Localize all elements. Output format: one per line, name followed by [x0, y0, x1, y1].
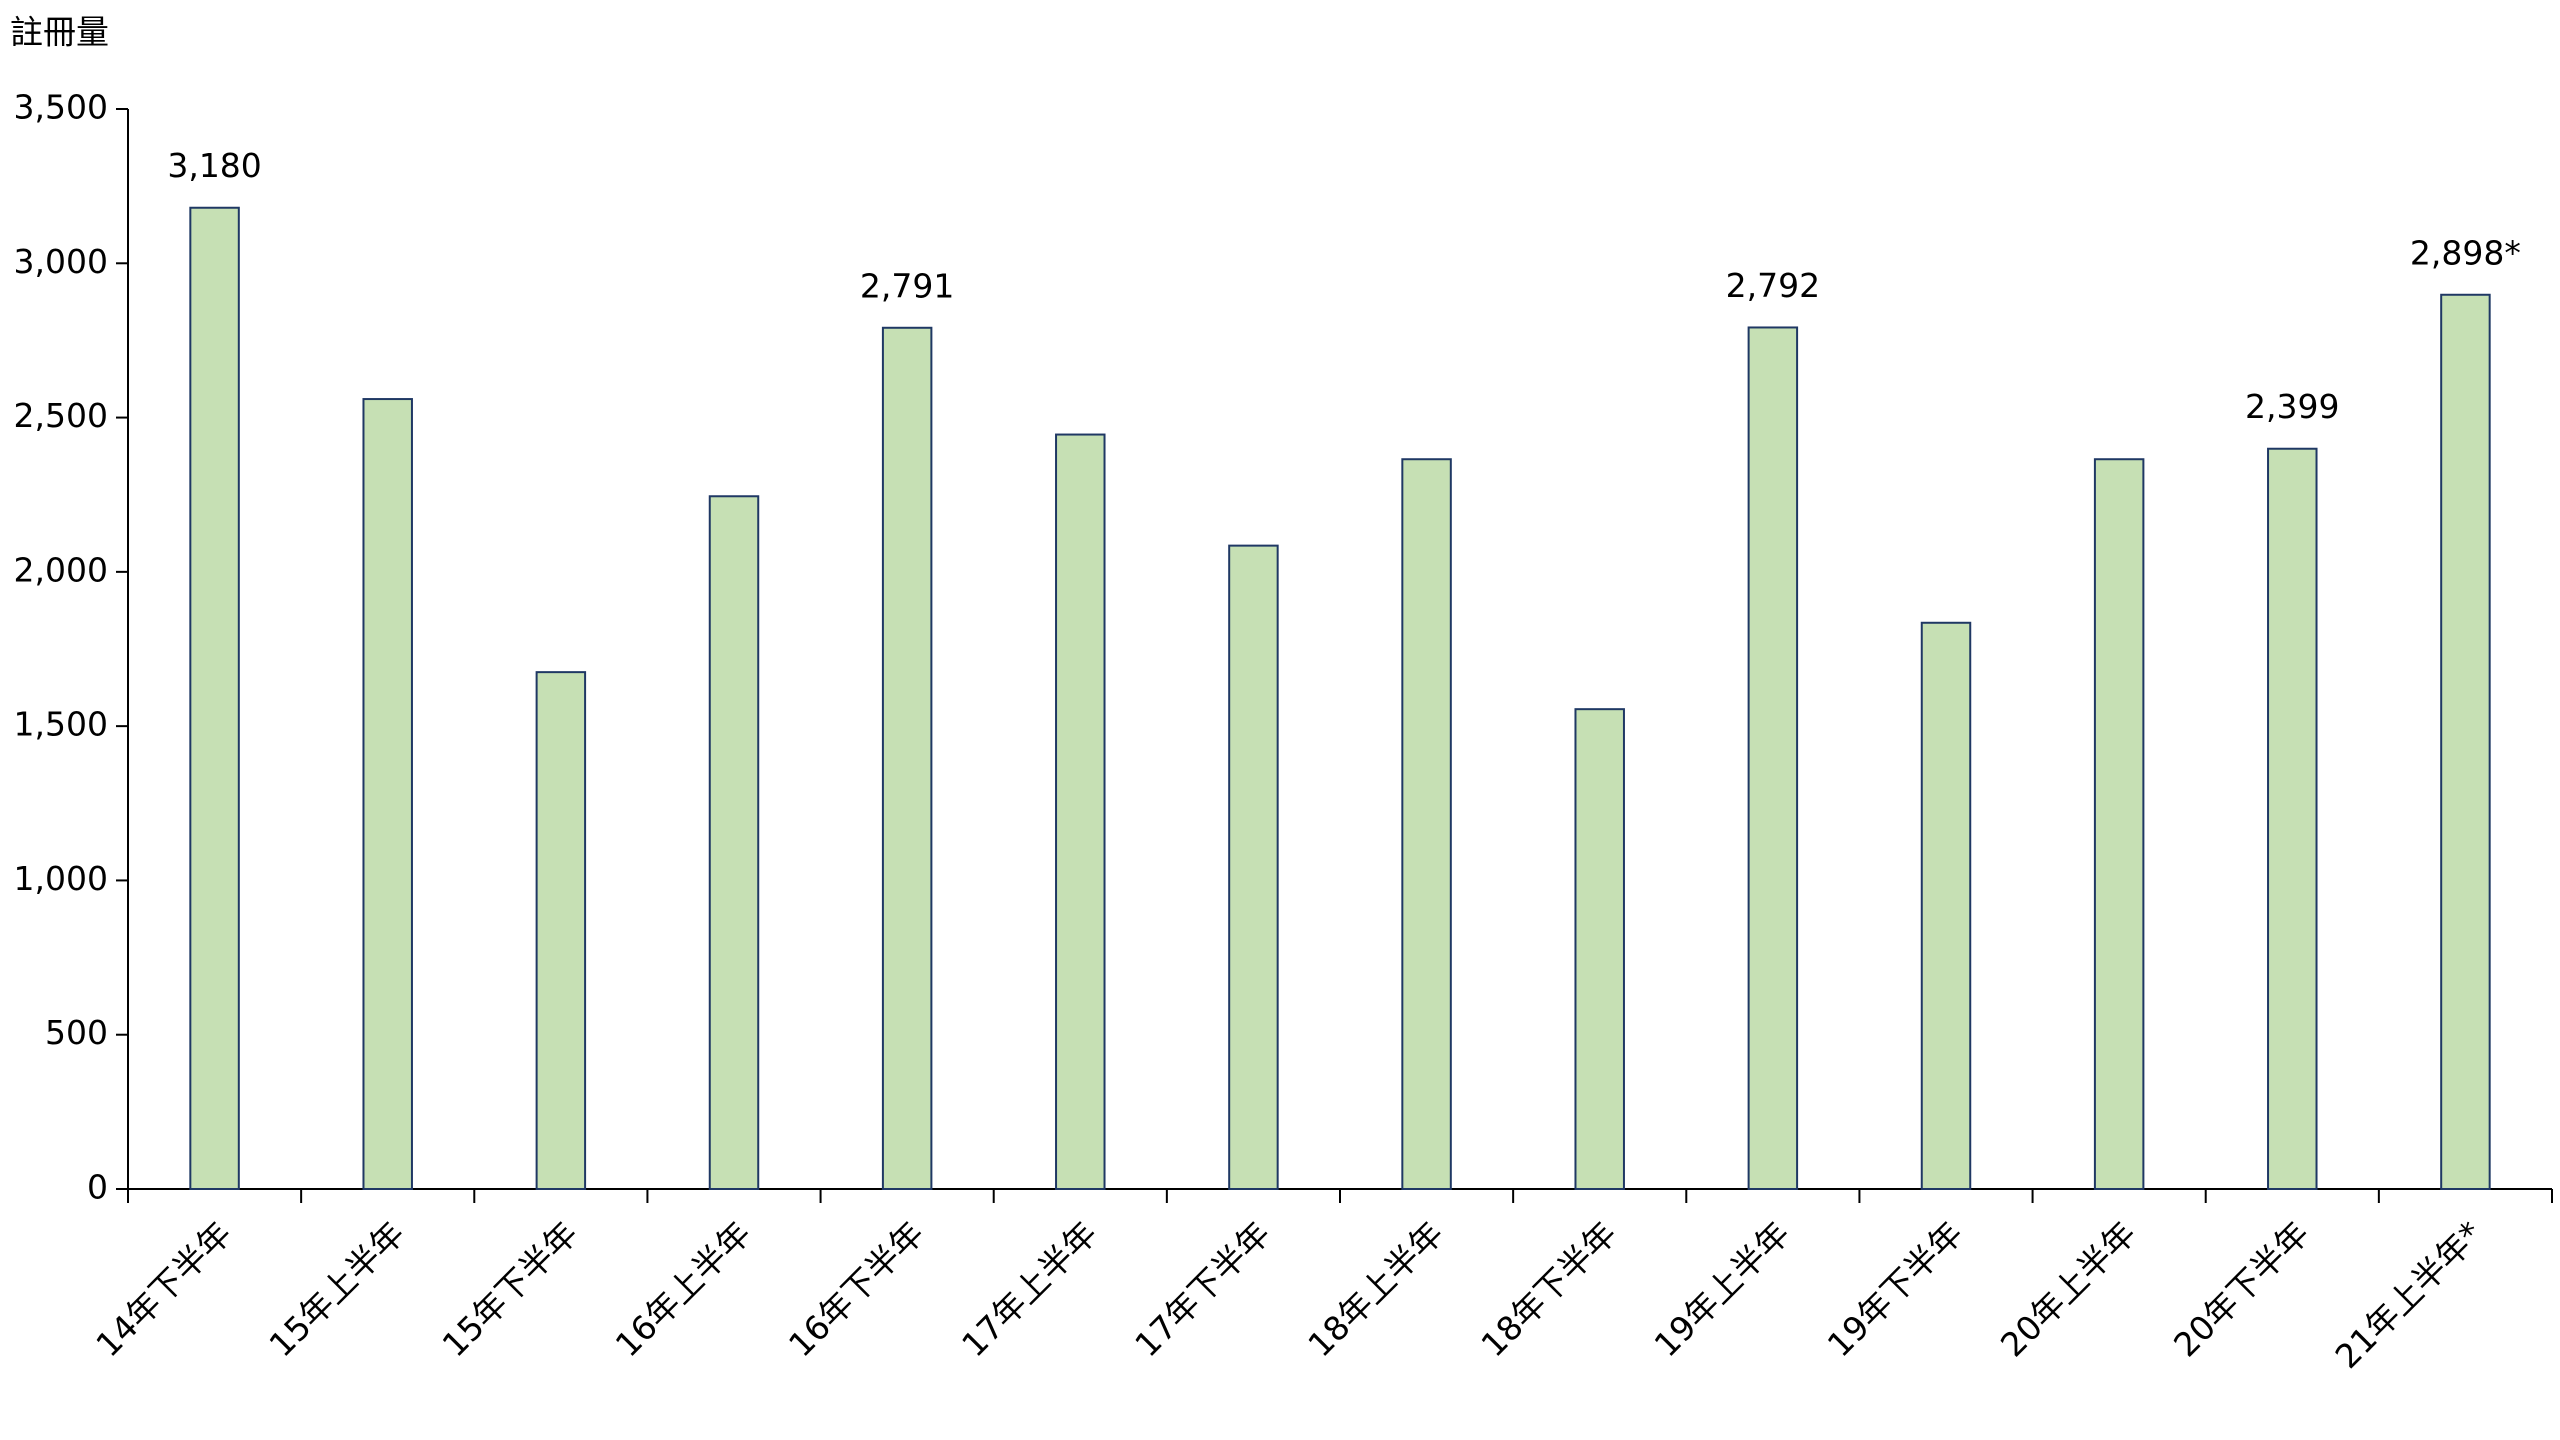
y-axis-title: 註冊量: [10, 13, 109, 52]
bar: [189, 206, 240, 1190]
x-tick-label: 16年下半年: [781, 1214, 932, 1365]
x-tick-label: 18年下半年: [1473, 1214, 1624, 1365]
y-tick-label: 1,500: [14, 705, 108, 744]
x-tick-label: 17年上半年: [954, 1214, 1105, 1365]
bar: [1747, 326, 1799, 1190]
x-tick-label: 20年上半年: [1993, 1214, 2144, 1365]
y-tick-label: 500: [45, 1013, 108, 1052]
x-tick-label: 14年下半年: [88, 1214, 239, 1365]
x-tick-label: 18年上半年: [1300, 1214, 1451, 1365]
bar: [1920, 621, 1972, 1190]
x-tick-label: 19年下半年: [1820, 1214, 1971, 1365]
y-tick-label: 2,500: [14, 396, 108, 435]
x-tick-label: 16年上半年: [608, 1214, 759, 1365]
y-tick-label: 3,000: [14, 242, 108, 281]
y-tick-label: 3,500: [14, 88, 108, 127]
bar: [881, 326, 933, 1190]
bar: [2440, 293, 2491, 1190]
bar: [708, 495, 760, 1190]
bar: [535, 671, 587, 1190]
data-label: 2,399: [2245, 387, 2339, 426]
bar: [1228, 544, 1279, 1190]
bar: [1401, 458, 1452, 1190]
y-tick-label: 1,000: [14, 859, 108, 898]
x-tick-label: 17年下半年: [1127, 1214, 1278, 1365]
data-label: 2,791: [860, 266, 954, 305]
y-tick-label: 2,000: [14, 550, 108, 589]
bar: [2093, 458, 2145, 1190]
x-tick-label: 20年下半年: [2166, 1214, 2317, 1365]
x-tick-label: 15年上半年: [261, 1214, 412, 1365]
data-label: 3,180: [167, 146, 261, 185]
bar: [1574, 708, 1625, 1191]
bar: [2267, 447, 2318, 1191]
x-tick-label: 19年上半年: [1647, 1214, 1798, 1365]
y-tick-label: 0: [87, 1168, 108, 1207]
x-tick-label: 15年下半年: [435, 1214, 586, 1365]
bar: [362, 398, 413, 1190]
data-label: 2,792: [1726, 266, 1820, 305]
x-tick-label: 21年上半年*: [2328, 1214, 2490, 1376]
bar: [1055, 433, 1106, 1190]
data-label: 2,898*: [2410, 233, 2521, 272]
